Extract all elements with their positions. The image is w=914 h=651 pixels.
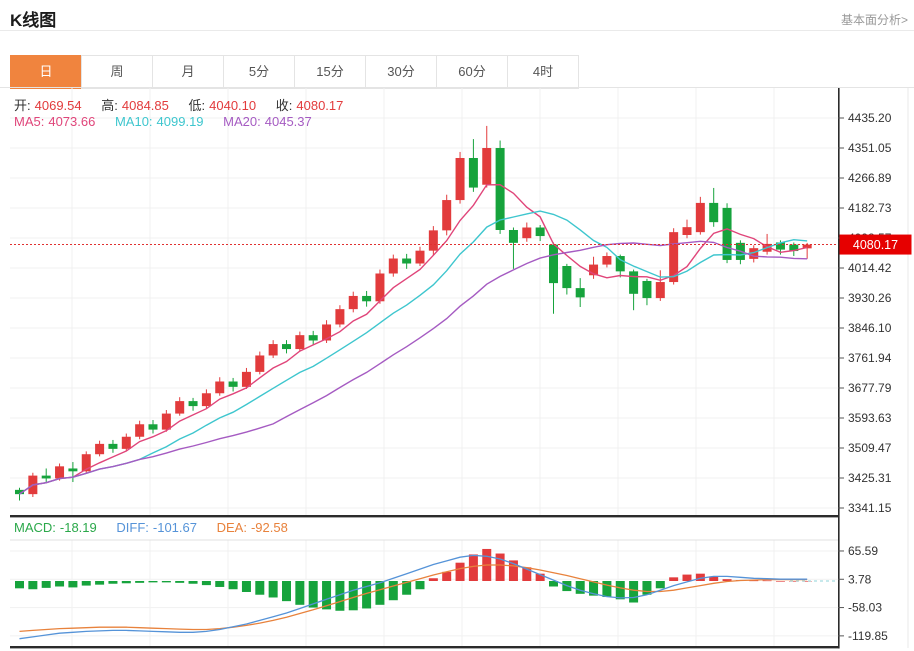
ma20-label: MA20: <box>223 114 261 129</box>
diff-label: DIFF: <box>116 520 149 535</box>
macd-value: -18.19 <box>59 520 97 535</box>
tab-month[interactable]: 月 <box>152 55 224 89</box>
svg-text:3930.26: 3930.26 <box>848 291 892 305</box>
diff-line <box>19 554 808 640</box>
dea-line <box>19 564 808 633</box>
page-title: K线图 <box>10 11 57 30</box>
svg-text:3846.10: 3846.10 <box>848 321 892 335</box>
tab-4hour[interactable]: 4时 <box>507 55 579 89</box>
low-value: 4040.10 <box>209 98 257 113</box>
ma20-value: 4045.37 <box>264 114 312 129</box>
header-divider <box>0 30 914 31</box>
open-value: 4069.54 <box>34 98 82 113</box>
tab-day[interactable]: 日 <box>10 55 82 89</box>
macd-label: MACD: <box>14 520 56 535</box>
price-marker: 4080.17 <box>10 234 912 255</box>
close-value: 4080.17 <box>296 98 344 113</box>
svg-text:3341.15: 3341.15 <box>848 501 892 515</box>
price-badge-value: 4080.17 <box>853 238 898 252</box>
ma5-value: 4073.66 <box>48 114 96 129</box>
svg-text:-119.85: -119.85 <box>848 629 888 643</box>
ma5-label: MA5: <box>14 114 45 129</box>
tab-30min[interactable]: 30分 <box>365 55 437 89</box>
ma5-line <box>19 183 808 495</box>
ma-lines <box>19 183 808 495</box>
svg-text:4014.42: 4014.42 <box>848 261 892 275</box>
svg-text:3761.94: 3761.94 <box>848 351 892 365</box>
low-label: 低: <box>188 98 206 113</box>
svg-text:4266.89: 4266.89 <box>848 171 892 185</box>
dea-label: DEA: <box>216 520 247 535</box>
frame <box>10 88 909 649</box>
price-badge <box>839 234 912 255</box>
ma20-line <box>19 240 808 495</box>
period-tabs: 日 周 月 5分 15分 30分 60分 4时 <box>10 55 579 89</box>
close-label: 收: <box>275 98 293 113</box>
fundamental-analysis-link[interactable]: 基本面分析> <box>840 13 908 27</box>
candles <box>15 125 812 501</box>
ohlc-legend: 开: 4069.54 高: 4084.85 低: 4040.10 收: 4080.17 <box>14 95 347 114</box>
tab-week[interactable]: 周 <box>81 55 153 89</box>
svg-text:4182.73: 4182.73 <box>848 201 892 215</box>
open-label: 开: <box>14 98 31 113</box>
tabs-underline <box>0 87 914 88</box>
kline-chart-canvas[interactable]: 4435.204351.054266.894182.734098.574014.… <box>10 88 914 649</box>
svg-text:3425.31: 3425.31 <box>848 471 892 485</box>
high-label: 高: <box>101 98 118 113</box>
svg-text:3677.79: 3677.79 <box>848 381 892 395</box>
svg-text:3.78: 3.78 <box>848 572 872 586</box>
svg-text:4351.05: 4351.05 <box>848 141 892 155</box>
tab-60min[interactable]: 60分 <box>436 55 508 89</box>
macd-panel <box>15 548 838 640</box>
high-value: 4084.85 <box>121 98 169 113</box>
ma-legend: MA5: 4073.66 MA10: 4099.19 MA20: 4045.37 <box>14 114 316 129</box>
axis-labels: 4435.204351.054266.894182.734098.574014.… <box>838 111 892 643</box>
gridlines <box>10 88 838 648</box>
diff-value: -101.67 <box>152 520 197 535</box>
ma10-line <box>19 210 808 495</box>
ma10-value: 4099.19 <box>156 114 204 129</box>
tab-15min[interactable]: 15分 <box>294 55 366 89</box>
svg-text:4435.20: 4435.20 <box>848 111 892 125</box>
svg-text:3593.63: 3593.63 <box>848 411 892 425</box>
svg-text:3509.47: 3509.47 <box>848 441 892 455</box>
ma10-label: MA10: <box>114 114 153 129</box>
svg-text:-58.03: -58.03 <box>848 601 882 615</box>
macd-legend: MACD: -18.19 DIFF: -101.67 DEA: -92.58 <box>14 520 292 535</box>
svg-text:65.59: 65.59 <box>848 544 878 558</box>
tab-5min[interactable]: 5分 <box>223 55 295 89</box>
dea-value: -92.58 <box>250 520 288 535</box>
